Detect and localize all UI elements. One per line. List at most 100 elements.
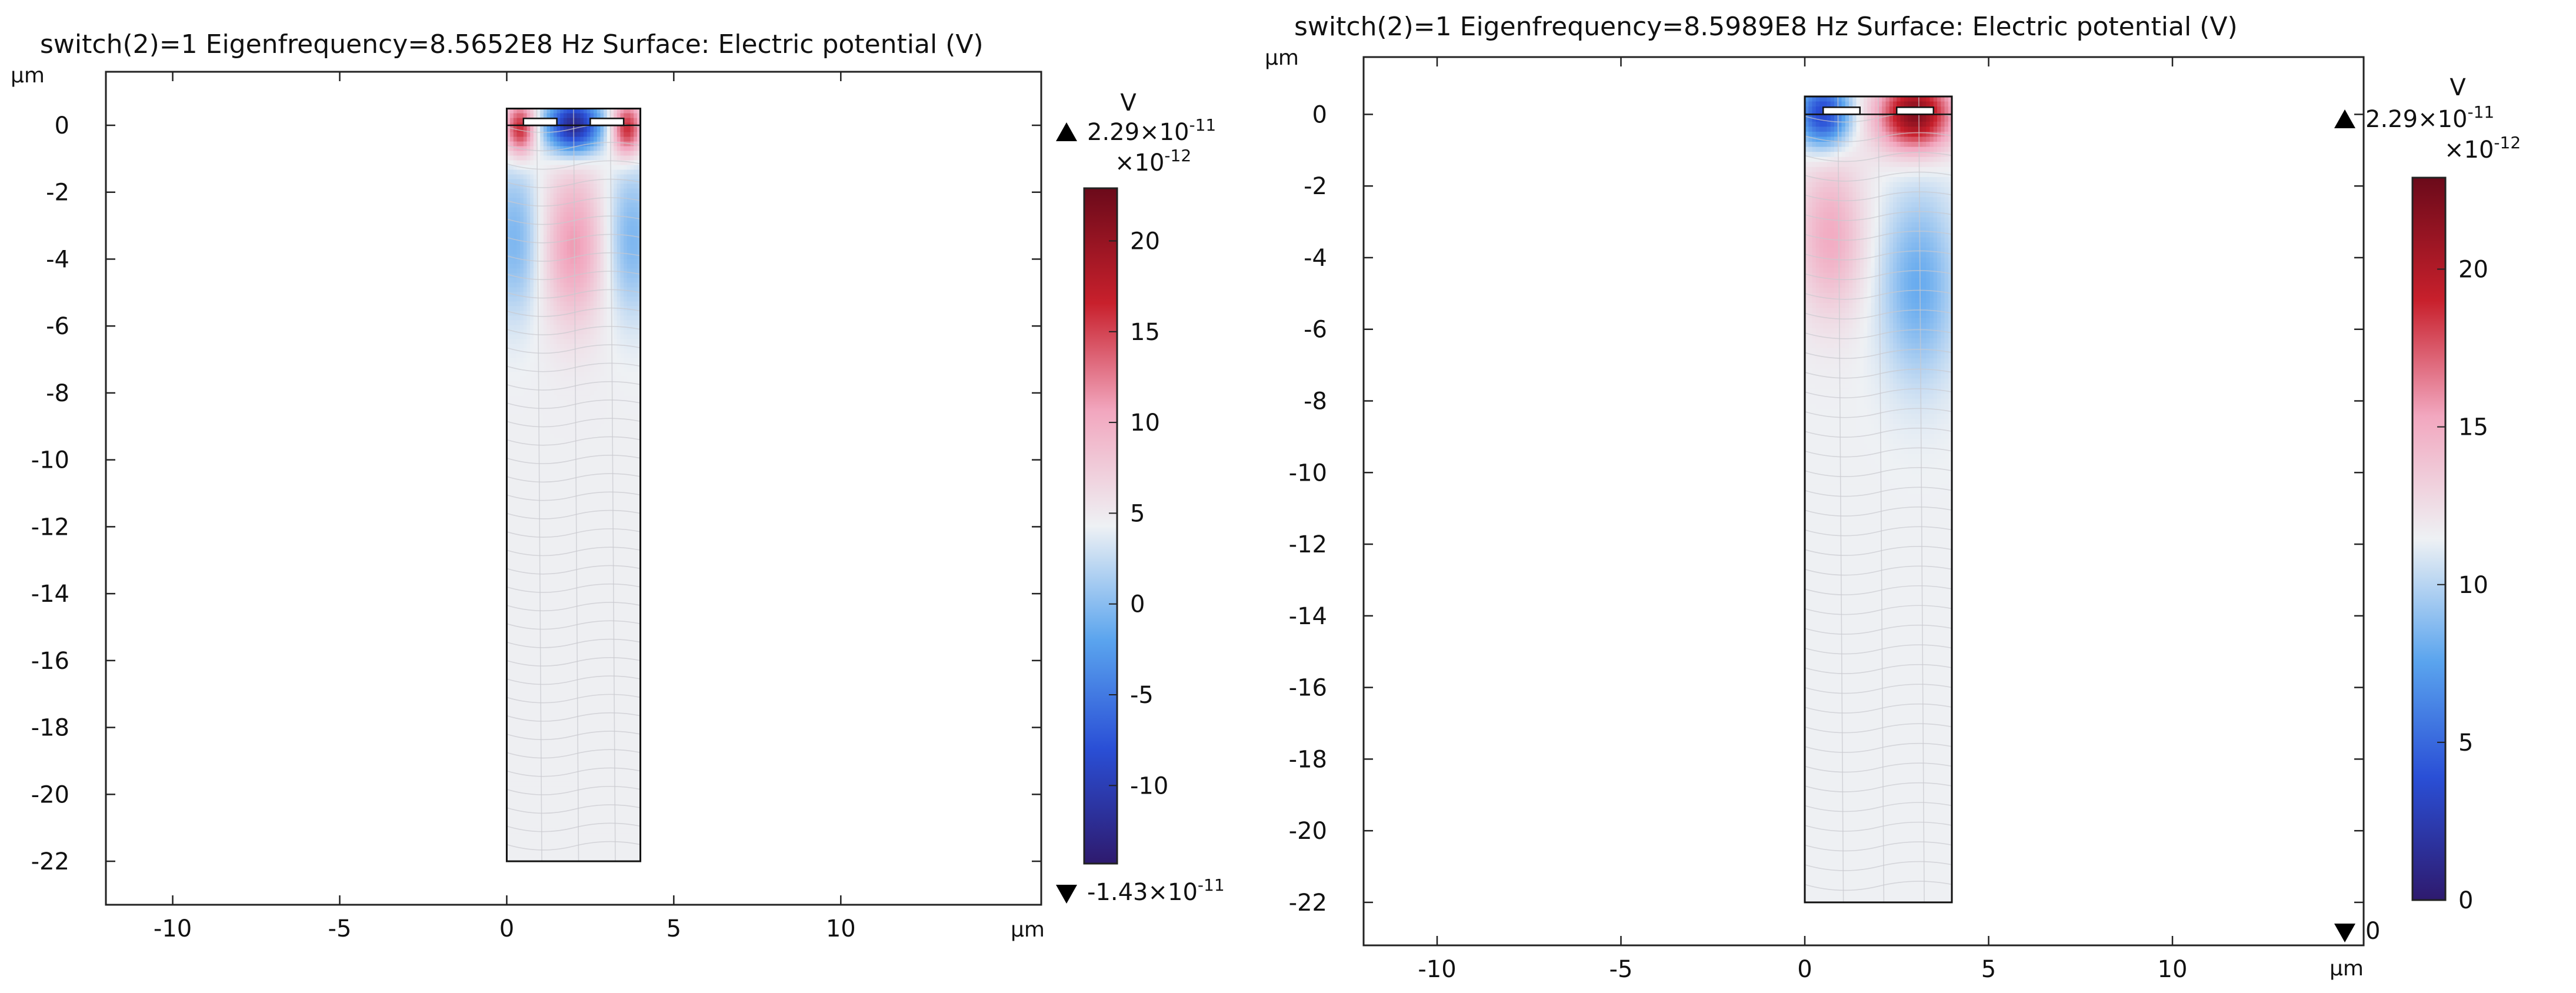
field-cell	[606, 739, 611, 744]
field-cell	[606, 207, 611, 213]
field-cell	[563, 395, 568, 401]
field-cell	[550, 320, 554, 326]
field-cell	[563, 456, 568, 462]
field-cell	[600, 202, 604, 208]
field-cell	[506, 405, 511, 411]
field-cell	[536, 824, 541, 829]
field-cell	[526, 268, 531, 274]
field-cell	[574, 607, 578, 613]
field-cell	[586, 254, 591, 260]
field-cell	[513, 268, 518, 274]
field-cell	[516, 334, 521, 340]
field-cell	[596, 249, 601, 255]
field-cell	[516, 715, 521, 721]
field-cell	[520, 612, 524, 618]
field-cell	[553, 546, 558, 552]
field-cell	[543, 560, 548, 566]
field-cell	[550, 532, 554, 538]
field-cell	[574, 617, 578, 622]
field-cell	[546, 598, 551, 604]
field-cell	[586, 824, 591, 829]
field-cell	[584, 146, 588, 152]
field-cell	[563, 508, 568, 514]
field-cell	[570, 654, 574, 659]
field-cell	[533, 108, 538, 114]
field-cell	[600, 169, 604, 175]
field-cell	[590, 504, 594, 509]
field-cell	[560, 635, 564, 641]
field-cell	[570, 537, 574, 542]
field-cell	[536, 268, 541, 274]
field-cell	[526, 475, 531, 481]
field-cell	[550, 762, 554, 768]
field-cell	[584, 254, 588, 260]
field-cell	[584, 311, 588, 316]
field-cell	[550, 136, 554, 142]
field-cell	[540, 216, 544, 222]
field-cell	[600, 791, 604, 796]
field-cell	[590, 339, 594, 345]
field-cell	[556, 692, 561, 697]
field-cell	[606, 278, 611, 284]
field-cell	[526, 791, 531, 796]
field-cell	[584, 367, 588, 373]
field-layer	[506, 108, 641, 862]
field-cell	[600, 146, 604, 152]
field-cell	[584, 593, 588, 599]
field-cell	[526, 824, 531, 829]
field-cell	[540, 245, 544, 251]
field-cell	[594, 480, 598, 486]
field-cell	[586, 160, 591, 166]
field-cell	[553, 315, 558, 321]
field-cell	[543, 725, 548, 730]
field-cell	[596, 697, 601, 702]
field-cell	[586, 682, 591, 688]
field-cell	[510, 621, 514, 627]
field-cell	[513, 329, 518, 335]
field-cell	[513, 546, 518, 552]
field-cell	[520, 296, 524, 302]
field-cell	[520, 706, 524, 711]
field-cell	[576, 607, 581, 613]
field-cell	[530, 781, 534, 787]
field-cell	[513, 664, 518, 669]
field-cell	[580, 537, 584, 542]
field-cell	[553, 588, 558, 594]
field-cell	[546, 758, 551, 763]
field-cell	[590, 414, 594, 420]
field-cell	[556, 353, 561, 359]
field-cell	[526, 198, 531, 204]
field-cell	[543, 687, 548, 692]
field-cell	[520, 574, 524, 580]
field-cell	[590, 805, 594, 810]
field-cell	[530, 240, 534, 246]
field-cell	[513, 532, 518, 538]
field-cell	[606, 344, 611, 349]
field-cell	[540, 433, 544, 439]
field-cell	[560, 828, 564, 834]
field-cell	[586, 136, 591, 142]
field-cell	[543, 184, 548, 189]
field-cell	[523, 141, 528, 147]
field-cell	[536, 739, 541, 744]
field-cell	[510, 292, 514, 298]
field-cell	[590, 108, 594, 114]
field-cell	[550, 617, 554, 622]
field-cell	[543, 546, 548, 552]
field-cell	[576, 320, 581, 326]
field-cell	[513, 400, 518, 406]
field-cell	[506, 386, 511, 392]
field-cell	[513, 442, 518, 448]
field-cell	[566, 819, 571, 824]
field-cell	[516, 386, 521, 392]
field-cell	[610, 212, 614, 218]
field-cell	[546, 433, 551, 439]
field-cell	[523, 532, 528, 538]
field-cell	[510, 146, 514, 152]
field-cell	[550, 386, 554, 392]
field-cell	[576, 136, 581, 142]
field-cell	[563, 720, 568, 725]
field-cell	[580, 522, 584, 528]
field-cell	[540, 301, 544, 307]
field-cell	[584, 555, 588, 561]
